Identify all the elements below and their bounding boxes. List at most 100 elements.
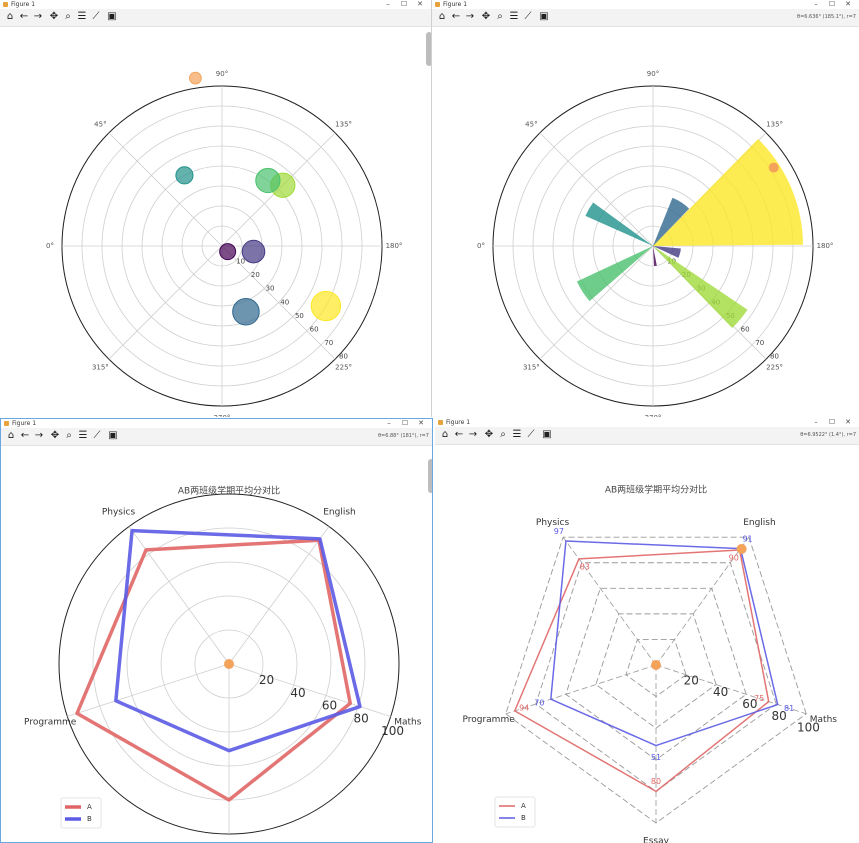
zoom-icon[interactable]: ⌕ bbox=[497, 11, 503, 22]
polar-bar bbox=[653, 197, 690, 246]
radial-gridline bbox=[535, 562, 777, 792]
close-button[interactable]: ✕ bbox=[417, 0, 423, 8]
close-button[interactable]: ✕ bbox=[845, 0, 851, 8]
polar-scatter-chart[interactable]: 180° 135° 90° 45° 0° 315° 270° 225° 10 20 30 40 50 60… bbox=[0, 27, 431, 417]
close-button[interactable]: ✕ bbox=[418, 419, 424, 427]
configure-subplots-icon[interactable]: ☰ bbox=[509, 11, 519, 22]
polar-bar bbox=[653, 246, 657, 266]
angular-gridline bbox=[221, 245, 336, 360]
scatter-point bbox=[189, 71, 202, 85]
r-tick-label: 70 bbox=[755, 339, 764, 347]
home-icon[interactable]: ⌂ bbox=[438, 11, 446, 22]
radar-grid: MathsEnglishPhysicsProgrammeEssay2040608… bbox=[24, 493, 422, 835]
scatter-point bbox=[219, 243, 237, 261]
figure-icon bbox=[435, 2, 440, 7]
pan-icon[interactable]: ✥ bbox=[49, 11, 59, 22]
pan-icon[interactable]: ✥ bbox=[481, 11, 491, 22]
series-line bbox=[513, 549, 770, 793]
configure-subplots-icon[interactable]: ☰ bbox=[77, 11, 87, 22]
home-icon[interactable]: ⌂ bbox=[441, 429, 449, 440]
save-icon[interactable]: ▣ bbox=[539, 11, 549, 22]
theta-tick-label: 90° bbox=[647, 70, 659, 78]
save-icon[interactable]: ▣ bbox=[108, 430, 118, 441]
edit-axis-icon[interactable]: ⟋ bbox=[92, 11, 100, 22]
figure-icon bbox=[438, 420, 443, 425]
r-tick-label: 70 bbox=[324, 339, 333, 347]
legend-label: B bbox=[87, 815, 92, 823]
figure-icon bbox=[4, 421, 9, 426]
window-title: Figure 1 bbox=[12, 420, 37, 427]
back-arrow-icon[interactable]: ← bbox=[19, 11, 29, 22]
angular-gridline bbox=[562, 536, 657, 666]
forward-arrow-icon[interactable]: → bbox=[34, 430, 44, 441]
polar-bar bbox=[585, 202, 653, 246]
data-label: 90 bbox=[729, 554, 739, 563]
edit-axis-icon[interactable]: ⟋ bbox=[527, 429, 535, 440]
data-label: 51 bbox=[651, 753, 661, 762]
back-arrow-icon[interactable]: ← bbox=[20, 430, 30, 441]
r-tick-label: 60 bbox=[741, 325, 750, 333]
radar-chart-dashed[interactable]: Maths English Physics Programme Essay 20 40 60 8… bbox=[435, 445, 859, 843]
data-label: 97 bbox=[554, 527, 564, 536]
minimize-button[interactable]: – bbox=[814, 418, 818, 426]
figure-window-3: Figure 1 – ☐ ✕ θ=6.88° (181°), r=7 ⌂ ← → ✥ ⌕… bbox=[0, 418, 433, 843]
radar-chart[interactable]: MathsEnglishPhysicsProgrammeEssay2040608… bbox=[1, 446, 432, 843]
back-arrow-icon[interactable]: ← bbox=[451, 11, 461, 22]
legend-label: A bbox=[521, 802, 526, 810]
scroll-handle[interactable] bbox=[428, 459, 432, 493]
navigation-toolbar: ⌂ ← → ✥ ⌕ ☰ ⟋ ▣ bbox=[0, 9, 431, 27]
legend-label: B bbox=[521, 814, 526, 822]
theta-tick-label: 90° bbox=[216, 70, 228, 78]
edit-axis-icon[interactable]: ⟋ bbox=[524, 11, 532, 22]
home-icon[interactable]: ⌂ bbox=[7, 430, 15, 441]
theta-tick-label: 270° bbox=[645, 414, 662, 417]
maximize-button[interactable]: ☐ bbox=[401, 419, 409, 427]
maximize-button[interactable]: ☐ bbox=[400, 0, 408, 8]
angular-gridline bbox=[539, 245, 654, 360]
save-icon[interactable]: ▣ bbox=[542, 429, 552, 440]
forward-arrow-icon[interactable]: → bbox=[465, 11, 475, 22]
radial-gridline bbox=[565, 587, 747, 761]
minimize-button[interactable]: – bbox=[386, 0, 390, 8]
scatter-point bbox=[241, 239, 266, 264]
theta-tick-label: 135° bbox=[766, 120, 783, 128]
forward-arrow-icon[interactable]: → bbox=[468, 429, 478, 440]
zoom-icon[interactable]: ⌕ bbox=[65, 11, 71, 22]
scroll-handle[interactable] bbox=[426, 32, 431, 66]
angular-gridline bbox=[228, 663, 391, 717]
r-tick-label: 40 bbox=[280, 298, 289, 306]
zoom-icon[interactable]: ⌕ bbox=[66, 430, 72, 441]
figure-window-4: Figure 1 – ☐ ✕ θ=6.9522° (1.4°), r=7 ⌂ ← →… bbox=[435, 418, 859, 843]
minimize-button[interactable]: – bbox=[387, 419, 391, 427]
r-tick-label: 40 bbox=[713, 685, 728, 699]
data-label: 75 bbox=[754, 694, 764, 703]
window-titlebar: Figure 1 – ☐ ✕ bbox=[1, 419, 432, 428]
back-arrow-icon[interactable]: ← bbox=[454, 429, 464, 440]
legend-label: A bbox=[87, 803, 92, 811]
polar-bar-chart[interactable]: 180°135°90°45°0°315°270°225°102030405060… bbox=[432, 27, 859, 417]
maximize-button[interactable]: ☐ bbox=[828, 418, 836, 426]
save-icon[interactable]: ▣ bbox=[107, 11, 117, 22]
position-marker bbox=[736, 543, 747, 554]
configure-subplots-icon[interactable]: ☰ bbox=[512, 429, 522, 440]
r-tick-label: 30 bbox=[266, 285, 275, 293]
scatter-point bbox=[255, 167, 281, 194]
theta-tick-label: 180° bbox=[386, 242, 403, 250]
maximize-button[interactable]: ☐ bbox=[828, 0, 836, 8]
data-label: 91 bbox=[742, 534, 752, 543]
navigation-toolbar: θ=6.636° (185.1°), r=7 ⌂ ← → ✥ ⌕ ☰ ⟋ ▣ bbox=[432, 9, 859, 27]
angular-gridline bbox=[655, 536, 750, 666]
window-titlebar: Figure 1 – ☐ ✕ bbox=[432, 0, 859, 9]
home-icon[interactable]: ⌂ bbox=[6, 11, 14, 22]
pan-icon[interactable]: ✥ bbox=[484, 429, 494, 440]
configure-subplots-icon[interactable]: ☰ bbox=[78, 430, 88, 441]
series-line bbox=[75, 538, 353, 802]
figure-window-1: Figure 1 – ☐ ✕ ⌂ ← → ✥ ⌕ ☰ ⟋ ▣ 180° 135° 90° 45° 0°… bbox=[0, 0, 431, 417]
close-button[interactable]: ✕ bbox=[845, 418, 851, 426]
minimize-button[interactable]: – bbox=[814, 0, 818, 8]
category-label: English bbox=[323, 507, 356, 517]
forward-arrow-icon[interactable]: → bbox=[33, 11, 43, 22]
pan-icon[interactable]: ✥ bbox=[50, 430, 60, 441]
zoom-icon[interactable]: ⌕ bbox=[500, 429, 506, 440]
edit-axis-icon[interactable]: ⟋ bbox=[93, 430, 101, 441]
